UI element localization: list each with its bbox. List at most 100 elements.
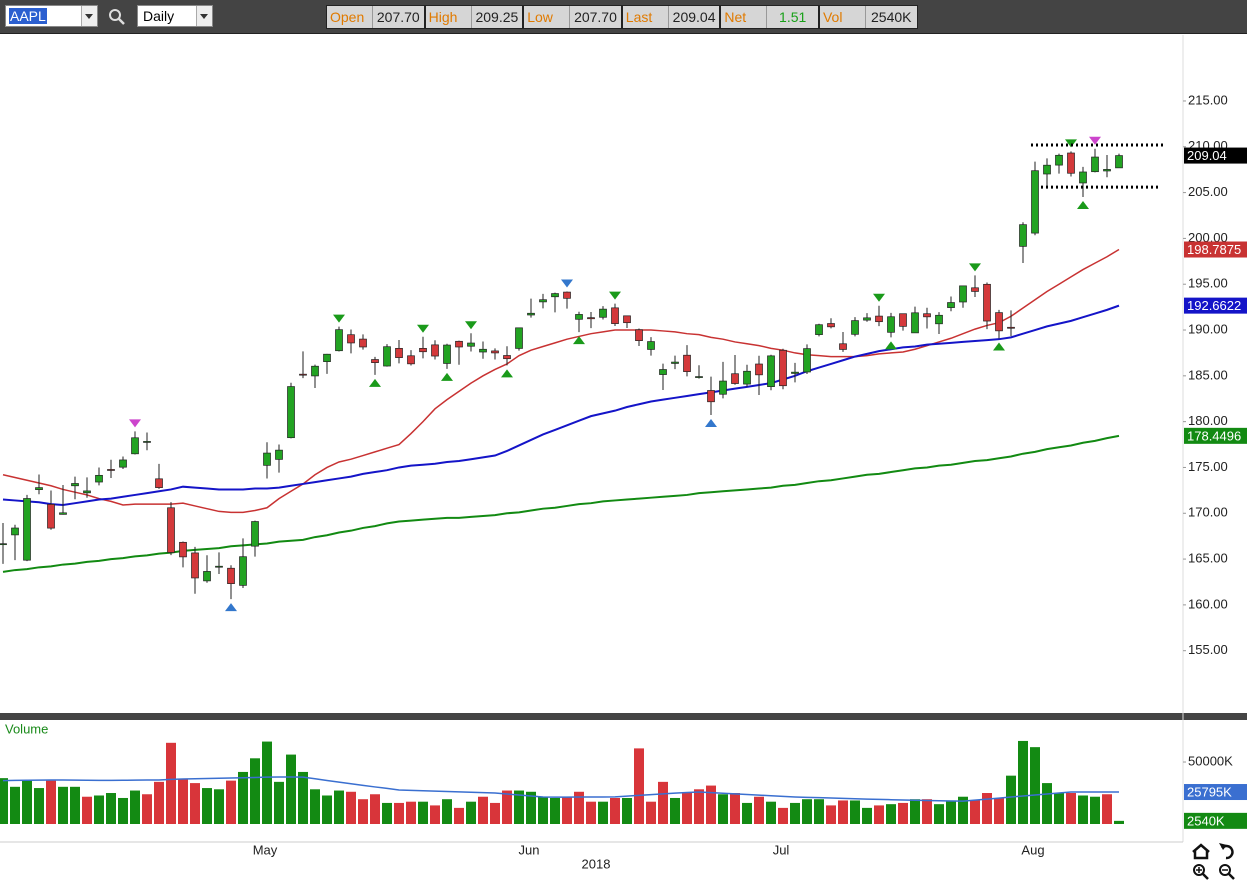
volume-bar [1030, 747, 1040, 824]
volume-bar [418, 801, 428, 824]
candle-body [323, 353, 331, 362]
volume-bar [370, 794, 380, 824]
volume-bar [898, 802, 908, 824]
candle-body [503, 355, 511, 360]
candle-body [827, 323, 835, 328]
volume-bar [778, 807, 788, 824]
volume-bar [82, 796, 92, 824]
volume-bar [946, 800, 956, 824]
volume-bar [478, 796, 488, 824]
search-icon[interactable] [107, 7, 127, 27]
volume-bar [334, 790, 344, 824]
symbol-input[interactable]: AAPL [5, 5, 98, 27]
swing-marker [1089, 136, 1101, 145]
volume-bar [358, 799, 368, 824]
candle-body [935, 314, 943, 325]
volume-bar [10, 786, 20, 824]
candle-body [767, 355, 775, 387]
value-tag [1184, 427, 1247, 444]
candle-body [659, 369, 667, 375]
candle-body [983, 283, 991, 322]
candle-body [611, 307, 619, 324]
y-tick-label: 195.00 [1188, 276, 1228, 291]
volume-bar [1090, 796, 1100, 824]
candle-body [1007, 326, 1015, 329]
candle-body [275, 449, 283, 460]
candle-body [383, 346, 391, 367]
swing-marker [561, 279, 573, 288]
volume-bar [286, 754, 296, 824]
volume-bar [1066, 793, 1076, 824]
volume-bar [130, 790, 140, 824]
zoom-out-button[interactable] [1219, 864, 1235, 880]
volume-bar [202, 788, 212, 824]
volume-bar [766, 801, 776, 824]
candle-body [11, 527, 19, 536]
candle-body [395, 347, 403, 358]
volume-bar [670, 797, 680, 824]
volume-bar [826, 805, 836, 824]
swing-marker [129, 419, 141, 428]
quote-field: Open 207.70 [326, 5, 425, 29]
candle-body [911, 312, 919, 334]
volume-bar [322, 795, 332, 824]
interval-select[interactable]: Daily [137, 5, 213, 27]
panel-separator [0, 713, 1247, 720]
volume-bar [1102, 794, 1112, 824]
volume-bar [622, 797, 632, 824]
candle-body [131, 437, 139, 455]
volume-bar [574, 791, 584, 824]
candle-body [59, 512, 67, 515]
quote-field: Last 209.04 [621, 5, 721, 29]
candle-body [1043, 164, 1051, 175]
candle-body [347, 334, 355, 344]
quote-field: Vol 2540K [818, 5, 918, 29]
volume-average [2, 776, 1120, 802]
candle-body [143, 441, 151, 443]
home-button[interactable] [1192, 843, 1210, 860]
volume-bar [706, 785, 716, 824]
quote-bar: Open 207.70 High 209.25 Low 207.70 Last 209.04 N… [326, 5, 918, 29]
quote-value: 1.51 [779, 9, 807, 25]
volume-bar [742, 802, 752, 824]
y-tick-label: 215.00 [1188, 92, 1228, 107]
dropdown[interactable] [196, 6, 212, 26]
symbol: AAPL [9, 8, 47, 24]
y-tick-label: 155.00 [1188, 642, 1228, 657]
candle-body [755, 363, 763, 376]
candle-body [287, 386, 295, 439]
volume-bar [154, 781, 164, 824]
volume-bar [214, 789, 224, 824]
swing-marker [333, 314, 345, 323]
candle-body [455, 340, 463, 348]
x-tick-label: May [253, 842, 278, 857]
candle-body [671, 361, 679, 364]
volume-bar [1078, 795, 1088, 824]
volume-bar [46, 780, 56, 824]
volume-bar [958, 796, 968, 824]
volume-bar [274, 781, 284, 824]
candle-body [563, 291, 571, 299]
volume-bar [166, 742, 176, 824]
candle-body [491, 350, 499, 354]
volume-bar [1006, 775, 1016, 824]
candle-body [1115, 155, 1123, 169]
dropdown[interactable] [81, 6, 97, 26]
candle-body [107, 469, 115, 471]
volume-bar [838, 800, 848, 824]
volume-bar [106, 793, 116, 824]
volume-bar [922, 799, 932, 824]
swing-marker [441, 372, 453, 381]
candle-body [1019, 224, 1027, 247]
volume-bar [250, 758, 260, 824]
volume-bar [610, 797, 620, 824]
candle-body [551, 293, 559, 298]
candle-body [971, 287, 979, 292]
volume-bar [646, 801, 656, 824]
zoom-in-button[interactable] [1193, 864, 1209, 880]
undo-button[interactable] [1219, 843, 1234, 860]
quote-field: Net 1.51 [720, 5, 819, 29]
candle-body [695, 376, 703, 378]
quote-label: Net [721, 6, 768, 28]
